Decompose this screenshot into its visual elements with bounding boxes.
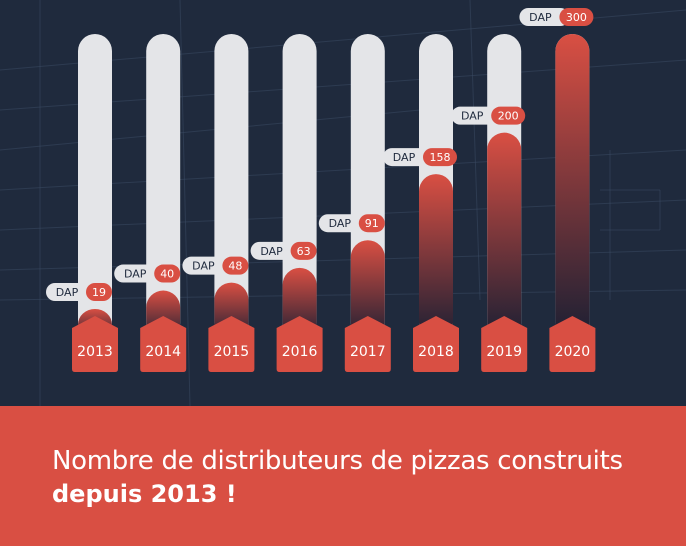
data-label-value-bg <box>86 283 112 301</box>
year-badge-2014 <box>140 316 187 372</box>
caption-banner: Nombre de distributeurs de pizzas constr… <box>0 406 686 546</box>
year-badge-2015 <box>208 316 255 372</box>
bars-group: 2013 DAP 19 2014 DAP 40 2015 DAP 48 2016 DAP 63 2017… <box>46 8 596 372</box>
bar-chart: 2013 DAP 19 2014 DAP 40 2015 DAP 48 2016 DAP 63 2017… <box>0 0 686 406</box>
data-label-value-bg <box>222 256 249 275</box>
data-label-prefix: DAP <box>529 11 552 24</box>
data-label-prefix: DAP <box>260 245 283 258</box>
tick-label-2016: 2016 <box>282 344 318 360</box>
data-label-value-bg <box>423 148 457 167</box>
data-label-value-bg <box>358 214 385 233</box>
bar-2017 <box>350 240 385 340</box>
bar-track <box>78 34 112 340</box>
caption-line-2: depuis 2013 ! <box>52 480 237 508</box>
data-label-2020: 300 <box>566 11 587 24</box>
year-badge-2020 <box>549 316 596 372</box>
year-badge-2019 <box>481 316 528 372</box>
data-label-2016: 63 <box>297 245 311 258</box>
data-label-2014: 40 <box>160 268 174 281</box>
data-label-prefix: DAP <box>329 217 352 230</box>
tick-label-2019: 2019 <box>486 344 522 360</box>
background-line <box>469 0 481 301</box>
data-label-prefix-bg <box>182 256 233 275</box>
bar-2020 <box>555 34 590 340</box>
tick-label-2013: 2013 <box>77 344 113 360</box>
data-label-prefix: DAP <box>461 110 484 123</box>
tick-label-2014: 2014 <box>145 344 181 360</box>
data-label-2013: 19 <box>92 286 106 299</box>
data-label-2019: 200 <box>498 110 519 123</box>
year-badge-2017 <box>344 316 391 372</box>
data-label-prefix: DAP <box>56 286 79 299</box>
year-badge-2013 <box>72 316 118 372</box>
background-line <box>179 0 191 406</box>
data-label-prefix: DAP <box>192 260 215 273</box>
chart-area: 2013 DAP 19 2014 DAP 40 2015 DAP 48 2016 DAP 63 2017… <box>0 0 686 406</box>
data-label-2017: 91 <box>365 217 379 230</box>
bar-2018 <box>419 174 453 340</box>
tick-label-2020: 2020 <box>555 344 591 360</box>
data-label-prefix-bg <box>519 8 570 26</box>
data-label-prefix-bg <box>250 241 301 260</box>
data-label-prefix-bg <box>451 106 502 125</box>
data-label-prefix-bg <box>318 214 369 233</box>
data-label-prefix-bg <box>46 283 96 301</box>
data-label-value-bg <box>559 8 594 26</box>
tick-label-2018: 2018 <box>418 344 454 360</box>
tick-label-2015: 2015 <box>214 344 250 360</box>
background-line <box>0 109 421 151</box>
bar-track <box>282 34 317 340</box>
caption-line-1: Nombre de distributeurs de pizzas constr… <box>52 446 623 476</box>
data-label-prefix: DAP <box>393 151 416 164</box>
bar-track <box>146 34 181 340</box>
data-label-value-bg <box>154 264 181 283</box>
data-label-2018: 158 <box>430 151 451 164</box>
data-label-prefix: DAP <box>124 268 147 281</box>
data-label-value-bg <box>290 241 317 260</box>
data-label-prefix-bg <box>383 148 433 167</box>
year-badge-2018 <box>413 316 459 372</box>
year-badge-2016 <box>276 316 323 372</box>
tick-label-2017: 2017 <box>350 344 386 360</box>
data-label-2015: 48 <box>228 260 242 273</box>
data-label-value-bg <box>491 106 526 125</box>
bar-2019 <box>487 132 522 340</box>
data-label-prefix-bg <box>114 264 165 283</box>
